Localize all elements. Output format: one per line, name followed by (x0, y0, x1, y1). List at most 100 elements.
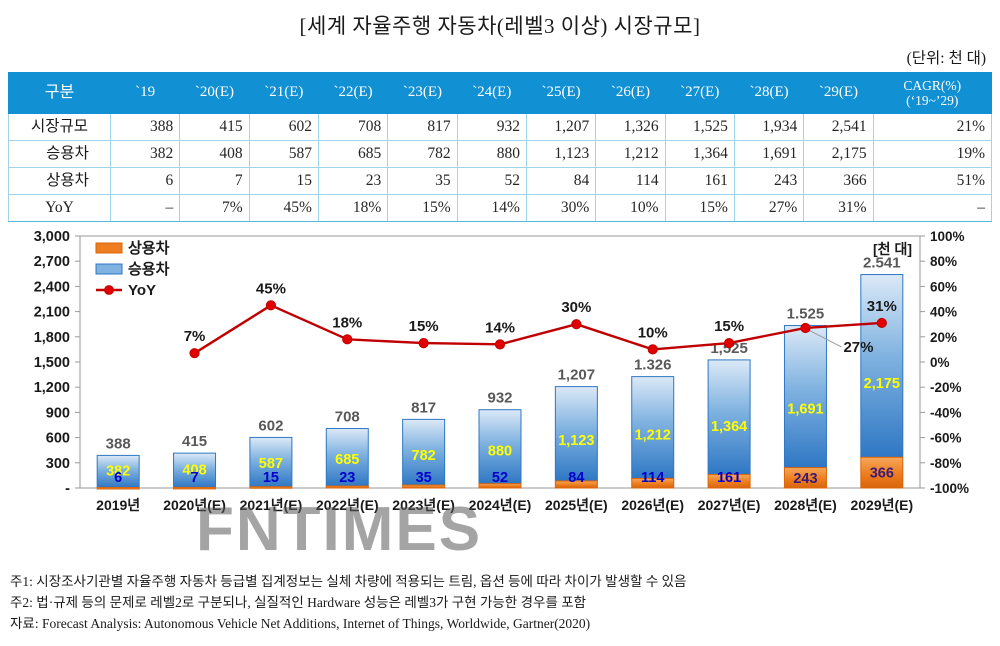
bar-passenger[interactable] (173, 452, 217, 488)
y2-axis-tick-label: -60% (930, 431, 962, 446)
table-cell: 27% (733, 194, 805, 222)
y2-axis-tick-label: -80% (930, 456, 962, 471)
bar-passenger[interactable] (860, 274, 904, 458)
bar-commercial[interactable] (860, 456, 904, 489)
yoy-label: 15% (714, 318, 744, 335)
yoy-point[interactable] (494, 339, 506, 350)
bar-passenger-label: 2,175 (864, 376, 900, 392)
x-axis-tick-label: 2019년 (96, 497, 140, 513)
y-axis-tick-label: 2,100 (34, 305, 70, 321)
table-cell: 415 (179, 113, 250, 141)
yoy-point[interactable] (571, 319, 582, 330)
table-cell: 30% (525, 194, 597, 222)
bar-commercial-label: 35 (416, 470, 432, 486)
bar-passenger[interactable] (783, 325, 827, 469)
yoy-point[interactable] (189, 348, 200, 359)
table-cell-cagr: 51% (872, 167, 993, 195)
yoy-line (193, 304, 884, 355)
bar-group (173, 452, 217, 490)
table-cell: 1,691 (733, 140, 805, 168)
bar-commercial[interactable] (707, 473, 751, 489)
bar-total-label: 932 (487, 390, 512, 407)
x-axis-tick-label: 2027년(E) (698, 497, 761, 513)
data-table-wrap: 구분 `19 `20(E) `21(E) `22(E) `23(E) `24(E… (0, 68, 1000, 222)
x-axis-tick-label: 2023년(E) (392, 497, 455, 513)
table-cell: 382 (109, 140, 181, 168)
table-cell: 31% (803, 194, 874, 222)
table-cell: 1,207 (525, 113, 597, 141)
table-cell: 587 (248, 140, 319, 168)
bar-commercial[interactable] (173, 486, 217, 490)
bar-passenger[interactable] (325, 428, 369, 487)
bar-commercial[interactable] (554, 480, 598, 489)
bar-group (478, 409, 522, 489)
col-header-cagr: CAGR(%) (‘19~’29) (872, 72, 993, 114)
table-cell: 2,175 (803, 140, 874, 168)
bar-passenger[interactable] (402, 418, 446, 486)
row-label: 상용차 (8, 167, 111, 195)
table-cell: 243 (733, 167, 805, 195)
table-cell: – (109, 194, 181, 222)
y2-axis-tick-label: 100% (930, 229, 965, 244)
bar-group (554, 386, 598, 489)
bar-passenger[interactable] (707, 359, 751, 475)
bar-total-label: 2.541 (863, 255, 901, 272)
table-row: 시장규모 388 415 602 708 817 932 1,207 1,326 1,525 1,9… (8, 113, 993, 141)
table-cell: 6 (109, 167, 181, 195)
col-header-26: `26(E) (595, 72, 666, 114)
bar-commercial[interactable] (249, 486, 293, 489)
bar-passenger[interactable] (554, 386, 598, 482)
table-cell: 817 (387, 113, 458, 141)
bar-passenger-label: 1,123 (558, 433, 594, 449)
table-cell: 366 (803, 167, 874, 195)
y2-axis-tick-label: -20% (930, 380, 962, 395)
y-axis-tick-label: 1,200 (34, 380, 70, 396)
yoy-point[interactable] (342, 334, 353, 345)
bar-passenger-label: 1,212 (635, 428, 671, 444)
yoy-point[interactable] (265, 300, 277, 311)
bar-passenger-label: 880 (488, 444, 512, 460)
table-cell: 10% (595, 194, 666, 222)
bar-commercial-label: 15 (263, 470, 279, 486)
bar-commercial[interactable] (96, 486, 140, 490)
bar-group (631, 376, 675, 489)
yoy-label: 18% (332, 314, 362, 331)
yoy-point[interactable] (647, 344, 658, 355)
yoy-label: 30% (561, 299, 591, 316)
chart-unit-annotation: [천 대] (873, 241, 912, 257)
yoy-point[interactable] (800, 322, 811, 334)
table-cell: 880 (456, 140, 527, 168)
table-row: 상용차 6 7 15 23 35 52 84 114 161 243 366 51% (8, 167, 993, 195)
bar-commercial[interactable] (478, 483, 522, 489)
yoy-point[interactable] (876, 317, 887, 329)
y2-axis-tick-label: 20% (930, 330, 957, 345)
bar-passenger-label: 587 (259, 456, 283, 472)
bar-commercial[interactable] (402, 484, 446, 489)
yoy-point[interactable] (723, 338, 735, 349)
table-cell: 15% (664, 194, 735, 222)
x-axis-tick-label: 2028년(E) (774, 497, 837, 513)
bar-total-label: 1,207 (558, 367, 596, 384)
bar-commercial[interactable] (783, 467, 827, 489)
legend-item-yoy-marker (104, 285, 114, 295)
table-cell: 1,934 (733, 113, 805, 141)
row-label: YoY (8, 194, 111, 222)
table-cell: 23 (317, 167, 389, 195)
col-header-19: `19 (109, 72, 181, 114)
table-cell: 114 (595, 167, 666, 195)
table-cell: 161 (664, 167, 735, 195)
bar-passenger[interactable] (631, 376, 675, 479)
bar-total-label: 388 (106, 435, 131, 452)
bar-commercial[interactable] (631, 477, 675, 489)
table-cell: 782 (387, 140, 458, 168)
bar-passenger[interactable] (478, 409, 522, 485)
yoy-point[interactable] (418, 338, 429, 349)
y-axis-tick-label: 3,000 (34, 229, 70, 245)
bar-commercial-label: 114 (641, 470, 664, 486)
y2-axis-tick-label: 40% (930, 305, 957, 320)
bar-passenger-label: 782 (412, 448, 436, 464)
yoy-label: 31% (867, 298, 897, 315)
bar-commercial[interactable] (325, 485, 369, 489)
table-cell: 408 (179, 140, 250, 168)
table-cell: 932 (456, 113, 527, 141)
